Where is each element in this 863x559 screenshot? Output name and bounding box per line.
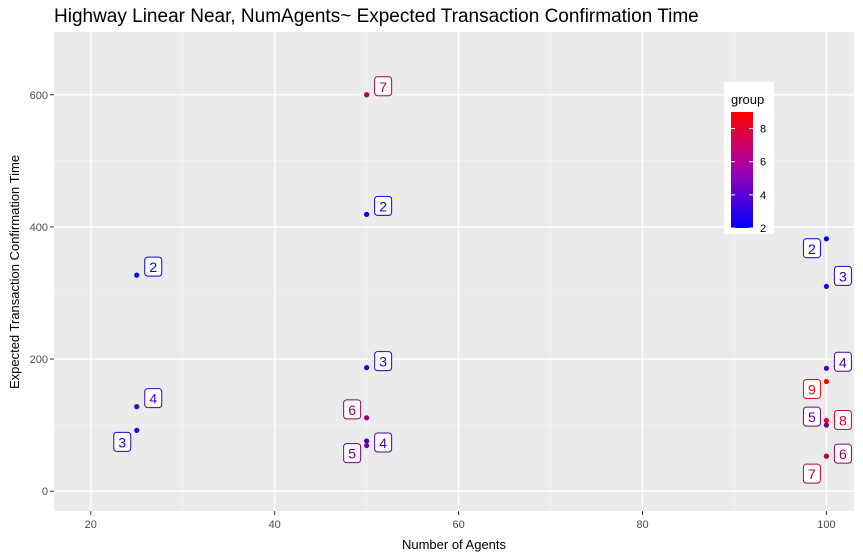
point-label: 4 [149,391,157,407]
point-label: 3 [839,268,847,284]
data-point [364,442,370,449]
data-point [823,378,830,385]
point-label-box [343,399,362,420]
x-tick-label: 100 [817,519,835,531]
point-label-box [833,409,852,430]
point-label: 4 [379,435,387,451]
color-legend: group 2 4 6 8 [724,82,774,235]
grid-major [54,32,854,511]
data-point [364,365,370,371]
chart-title: Highway Linear Near, NumAgents~ Expected… [54,6,699,27]
x-axis-ticks: 20 40 60 80 100 [85,511,836,531]
legend-ticks: 2 4 6 8 [731,124,766,235]
point-label-box [802,238,821,259]
point-label: 6 [348,402,356,418]
legend-tick-label: 6 [760,157,766,169]
point-label: 2 [808,241,816,257]
point-label: 2 [149,259,157,275]
data-point [134,404,140,410]
point-label-box [374,351,393,372]
data-points [134,92,830,459]
x-axis-title: Number of Agents [402,537,507,552]
y-tick-label: 600 [30,90,48,102]
legend-colorbar [731,112,753,228]
legend-tick-label: 4 [760,190,766,202]
point-label: 3 [379,354,387,370]
point-label-box [144,388,163,409]
point-label: 5 [808,409,816,425]
point-label: 4 [839,354,847,370]
x-tick-label: 20 [85,519,97,531]
point-label: 8 [839,412,847,428]
y-axis-title: Expected Transaction Confirmation Time [7,155,22,389]
point-label-box [343,443,362,464]
data-point [823,422,830,428]
data-point [134,272,140,278]
legend-tick-label: 2 [760,223,766,235]
x-tick-label: 40 [269,519,281,531]
data-point [364,211,370,217]
point-label: 3 [118,434,126,450]
y-tick-label: 200 [30,354,48,366]
y-tick-label: 0 [42,486,48,498]
point-label-box [833,265,852,286]
plot-panel [54,32,854,511]
point-label-box [374,76,393,97]
y-axis-ticks: 0 200 400 600 [30,90,54,498]
data-point [823,365,830,371]
data-point [364,92,370,98]
point-label: 5 [348,446,356,462]
legend-title: group [731,92,764,107]
y-tick-label: 400 [30,222,48,234]
grid-minor [54,32,854,511]
point-label: 6 [839,446,847,462]
data-point [823,417,830,424]
data-point [823,283,830,289]
data-point [364,438,370,444]
point-label: 7 [808,466,816,482]
point-label-box [802,463,821,484]
data-point [134,427,140,433]
data-point [364,415,370,421]
point-label-box [144,256,163,277]
point-label-box [374,432,393,453]
point-label-box [802,379,821,400]
data-point [823,236,830,242]
point-label-box [833,351,852,372]
legend-tick-label: 8 [760,124,766,136]
point-label: 9 [808,382,816,398]
point-labels: 2 3 4 2 3 4 5 6 7 2 3 4 5 6 7 8 9 [113,76,852,484]
x-tick-label: 80 [636,519,648,531]
point-label: 7 [379,79,387,95]
x-tick-label: 60 [452,519,464,531]
data-point [823,453,830,459]
point-label-box [833,443,852,464]
point-label: 2 [379,198,387,214]
point-label-box [113,431,132,452]
point-label-box [374,195,393,216]
point-label-box [802,406,821,427]
